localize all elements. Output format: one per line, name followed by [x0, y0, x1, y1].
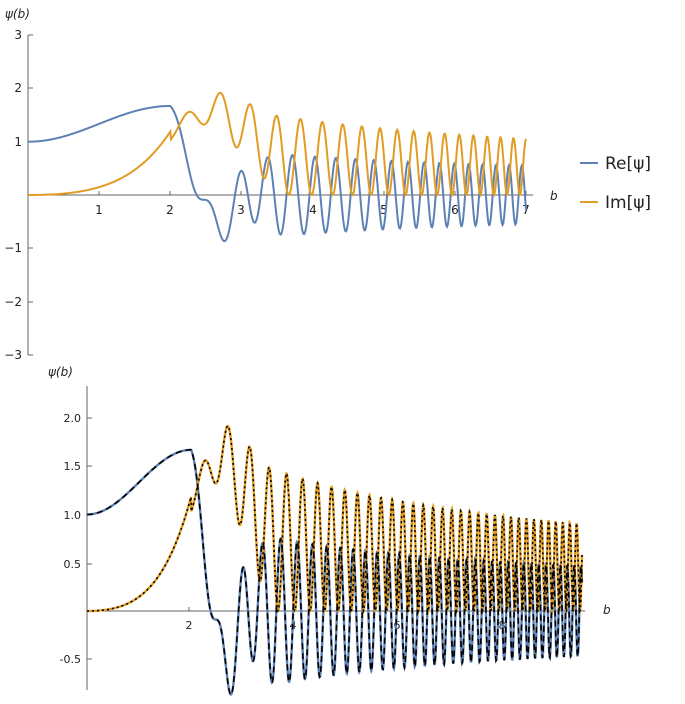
- top-x-tick-5: 5: [380, 191, 388, 217]
- svg-text:−1: −1: [4, 241, 22, 255]
- svg-text:−3: −3: [4, 348, 22, 362]
- top-y-ticks: −3 −2 −1 1 2 3: [4, 28, 33, 362]
- svg-text:0.5: 0.5: [64, 558, 82, 571]
- top-y-tick-2: 2: [14, 81, 33, 95]
- svg-text:3: 3: [237, 203, 245, 217]
- bottom-y-tick-15: 1.5: [64, 460, 92, 473]
- top-x-tick-1: 1: [95, 191, 103, 217]
- bottom-y-tick-05: 0.5: [64, 558, 92, 571]
- svg-text:−2: −2: [4, 295, 22, 309]
- bottom-x-tick-2: 2: [186, 607, 193, 632]
- svg-text:6: 6: [451, 203, 459, 217]
- bottom-y-ticks: -0.5 0.5 1.0 1.5 2.0: [60, 412, 92, 666]
- svg-text:1.0: 1.0: [64, 509, 82, 522]
- top-series-im-line: [28, 91, 527, 198]
- top-y-axis-title: ψ(b): [5, 7, 30, 21]
- legend-label-im: Im[ψ]: [605, 193, 651, 213]
- svg-text:1: 1: [95, 203, 103, 217]
- svg-text:2: 2: [166, 203, 174, 217]
- top-x-tick-7: 7: [522, 191, 530, 217]
- top-x-tick-3: 3: [237, 191, 245, 217]
- bottom-series-re-dashed-overlay: [87, 449, 583, 696]
- legend: Re[ψ] Im[ψ]: [580, 154, 651, 213]
- svg-text:1: 1: [14, 135, 22, 149]
- svg-text:7: 7: [522, 203, 530, 217]
- top-series-re-line: [28, 104, 527, 243]
- legend-item-im: Im[ψ]: [580, 193, 651, 213]
- svg-text:2: 2: [186, 619, 193, 632]
- bottom-y-tick-neg05: -0.5: [60, 653, 92, 666]
- bottom-y-tick-20: 2.0: [64, 412, 92, 425]
- legend-item-re: Re[ψ]: [580, 154, 651, 174]
- top-plot: ψ(b) b 1 2 3 4 5 6 7 −3 −2 −1 1 2 3 Re[ψ…: [4, 7, 651, 362]
- svg-text:5: 5: [380, 203, 388, 217]
- svg-text:2.0: 2.0: [64, 412, 82, 425]
- svg-text:1.5: 1.5: [64, 460, 82, 473]
- bottom-y-axis-title: ψ(b): [48, 365, 73, 379]
- top-y-tick-neg2: −2: [4, 295, 33, 309]
- top-y-tick-neg3: −3: [4, 348, 33, 362]
- bottom-series-im-dotted-overlay: [87, 425, 583, 614]
- top-x-axis-title: b: [550, 189, 558, 203]
- top-x-tick-6: 6: [451, 191, 459, 217]
- svg-text:4: 4: [309, 203, 317, 217]
- top-y-tick-3: 3: [14, 28, 33, 42]
- bottom-plot: ψ(b) b 2 4 6 8 -0.5 0.5 1.0 1.5 2.0: [48, 365, 611, 696]
- legend-label-re: Re[ψ]: [605, 154, 651, 174]
- top-x-ticks: 1 2 3 4 5 6 7: [95, 191, 530, 217]
- svg-text:2: 2: [14, 81, 22, 95]
- bottom-x-axis-title: b: [603, 603, 611, 617]
- top-x-tick-2: 2: [166, 191, 174, 217]
- top-y-tick-neg1: −1: [4, 241, 33, 255]
- svg-text:3: 3: [14, 28, 22, 42]
- svg-text:-0.5: -0.5: [60, 653, 81, 666]
